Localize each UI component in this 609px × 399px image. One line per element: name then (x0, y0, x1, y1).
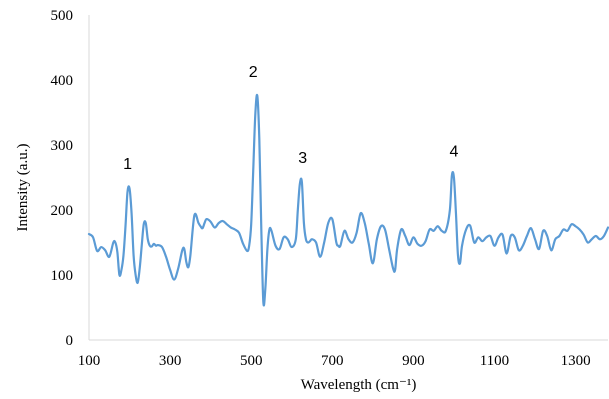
y-tick-label: 200 (51, 203, 74, 219)
y-tick-label: 0 (66, 333, 74, 349)
y-tick-label: 400 (51, 73, 74, 89)
y-tick-label: 500 (51, 8, 74, 24)
x-axis-title: Wavelength (cm⁻¹) (301, 377, 417, 393)
x-axis-ticks: 100 300 500 700 900 1100 1300 (78, 353, 591, 369)
peak-label: 3 (298, 150, 307, 167)
x-tick-label: 1100 (480, 353, 509, 369)
peak-label: 2 (249, 64, 258, 81)
y-tick-label: 300 (51, 138, 74, 154)
peak-label: 4 (449, 144, 458, 161)
x-tick-label: 900 (402, 353, 425, 369)
x-tick-label: 1300 (561, 353, 591, 369)
y-axis-ticks: 0 100 200 300 400 500 (51, 8, 74, 349)
y-tick-label: 100 (51, 268, 74, 284)
y-axis-title: Intensity (a.u.) (15, 144, 31, 232)
x-tick-label: 700 (321, 353, 344, 369)
intensity-series-line (87, 93, 609, 307)
peak-annotations: 1 2 3 4 (123, 64, 458, 173)
peak-label: 1 (123, 156, 132, 173)
x-tick-label: 300 (159, 353, 182, 369)
x-tick-label: 500 (240, 353, 263, 369)
x-tick-label: 100 (78, 353, 101, 369)
